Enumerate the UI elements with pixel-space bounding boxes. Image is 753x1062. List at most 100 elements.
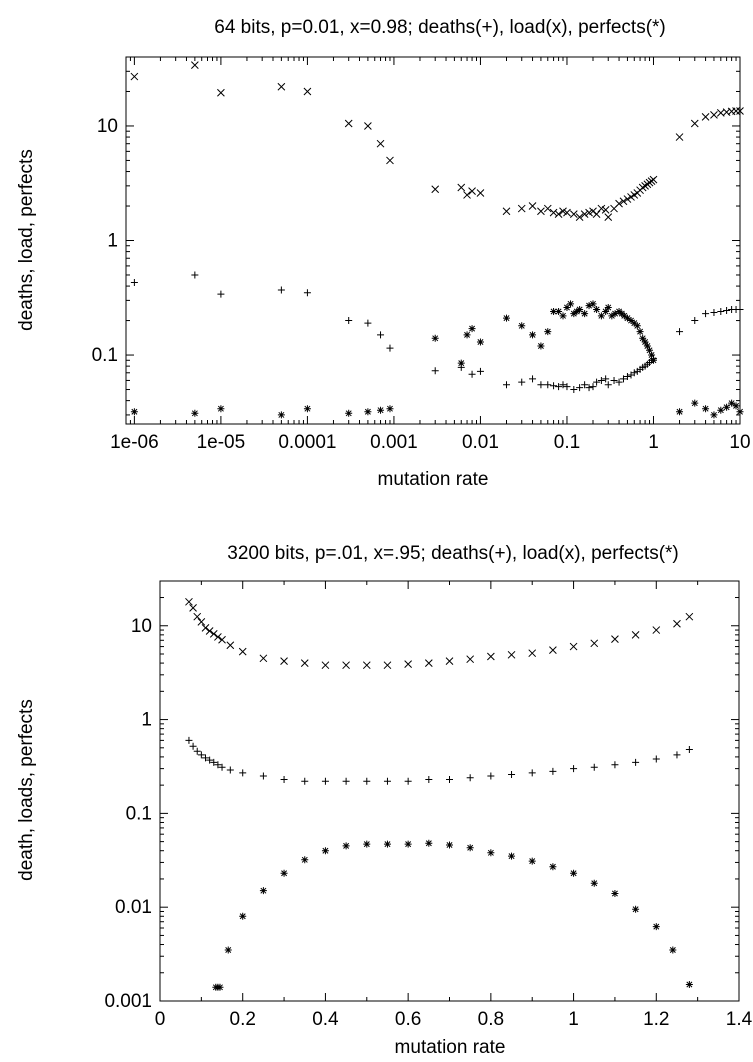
cross-marker: [615, 199, 623, 208]
cross-marker: [383, 661, 392, 670]
bottom-plot-frame: [159, 580, 740, 1002]
cross-marker: [280, 657, 288, 665]
bottom-chart: 3200 bits, p=.01, x=.95; deaths(+), load…: [16, 543, 753, 1058]
star-marker: [303, 405, 311, 413]
star-marker: [649, 356, 657, 364]
star-marker: [518, 322, 526, 330]
cross-marker: [201, 623, 210, 632]
cross-marker: [732, 107, 740, 115]
x-tick-label: 10: [729, 432, 750, 453]
star-marker: [590, 879, 598, 887]
star-marker: [710, 411, 718, 419]
y-tick-label: 0.1: [126, 803, 152, 824]
star-marker: [457, 359, 465, 367]
cross-marker: [507, 650, 516, 659]
y-tick-label: 1: [107, 231, 118, 252]
star-marker: [508, 852, 516, 860]
cross-marker: [277, 82, 286, 91]
plus-marker: [529, 375, 537, 383]
cross-marker: [590, 639, 599, 648]
cross-marker: [549, 208, 558, 217]
plus-marker: [549, 767, 557, 775]
bottom-x-axis-label: mutation rate: [395, 1037, 506, 1058]
cross-marker: [463, 191, 471, 199]
star-marker: [301, 856, 309, 864]
star-marker: [364, 408, 372, 416]
star-marker: [463, 331, 471, 339]
star-marker: [549, 863, 557, 871]
plus-marker: [508, 770, 516, 778]
star-marker: [691, 399, 699, 407]
star-marker: [425, 839, 433, 847]
plus-marker: [585, 384, 593, 392]
plus-marker: [570, 765, 578, 773]
cross-marker: [649, 175, 658, 184]
plus-marker: [736, 305, 744, 313]
y-tick-label: 10: [131, 616, 152, 637]
star-marker: [602, 307, 610, 315]
cross-marker: [623, 195, 632, 203]
plus-marker: [280, 775, 288, 783]
star-marker: [239, 912, 247, 920]
plus-marker: [191, 271, 199, 279]
star-marker: [431, 334, 439, 342]
plus-marker: [214, 761, 222, 769]
star-marker: [702, 405, 710, 413]
plus-marker: [528, 769, 536, 777]
plus-marker: [364, 319, 372, 327]
star-marker: [345, 409, 353, 417]
plus-marker: [604, 381, 612, 389]
plus-marker: [502, 381, 510, 389]
plus-marker: [630, 369, 638, 377]
cross-marker: [528, 649, 537, 658]
cross-marker: [652, 626, 661, 634]
cross-marker: [342, 661, 350, 670]
cross-marker: [468, 187, 476, 195]
x-tick-label: 1e-05: [197, 432, 246, 453]
cross-marker: [214, 633, 222, 641]
cross-marker: [675, 133, 684, 141]
plus-marker: [602, 375, 610, 383]
star-marker: [646, 346, 654, 354]
plus-marker: [597, 376, 605, 384]
plus-marker: [259, 772, 267, 780]
cross-marker: [690, 119, 699, 128]
star-marker: [611, 310, 619, 318]
cross-marker: [321, 661, 330, 670]
cross-marker: [589, 207, 597, 216]
plus-marker: [476, 367, 484, 375]
star-marker: [217, 405, 225, 413]
star-marker: [723, 403, 731, 411]
plus-marker: [363, 777, 371, 785]
cross-marker: [601, 206, 610, 214]
cross-marker: [710, 111, 718, 119]
star-marker: [567, 300, 575, 308]
cross-marker: [226, 641, 235, 650]
x-tick-label: 0.2: [230, 1009, 256, 1030]
cross-marker: [386, 156, 394, 165]
top-plot-frame: [125, 56, 741, 425]
star-marker: [573, 307, 581, 315]
x-tick-label: 0.4: [312, 1009, 339, 1030]
cross-marker: [554, 210, 563, 218]
star-marker: [466, 844, 474, 852]
y-tick-label: 1: [141, 710, 152, 731]
plus-marker: [611, 761, 619, 769]
star-marker: [130, 408, 138, 416]
top-y-ticks: 0.1 1 10: [92, 70, 740, 416]
cross-marker: [502, 207, 511, 216]
plus-marker: [544, 381, 552, 389]
star-marker: [630, 319, 638, 327]
star-marker: [550, 307, 558, 315]
x-tick-label: 1.2: [643, 1009, 669, 1030]
x-tick-label: 0.8: [478, 1009, 504, 1030]
y-tick-label: 0.1: [92, 345, 118, 366]
cross-marker: [685, 612, 694, 621]
plus-marker: [610, 376, 618, 384]
cross-marker: [638, 183, 647, 192]
star-marker: [555, 307, 563, 315]
cross-marker: [197, 618, 206, 626]
cross-marker: [193, 612, 202, 621]
x-tick-label: 0.01: [462, 432, 499, 453]
